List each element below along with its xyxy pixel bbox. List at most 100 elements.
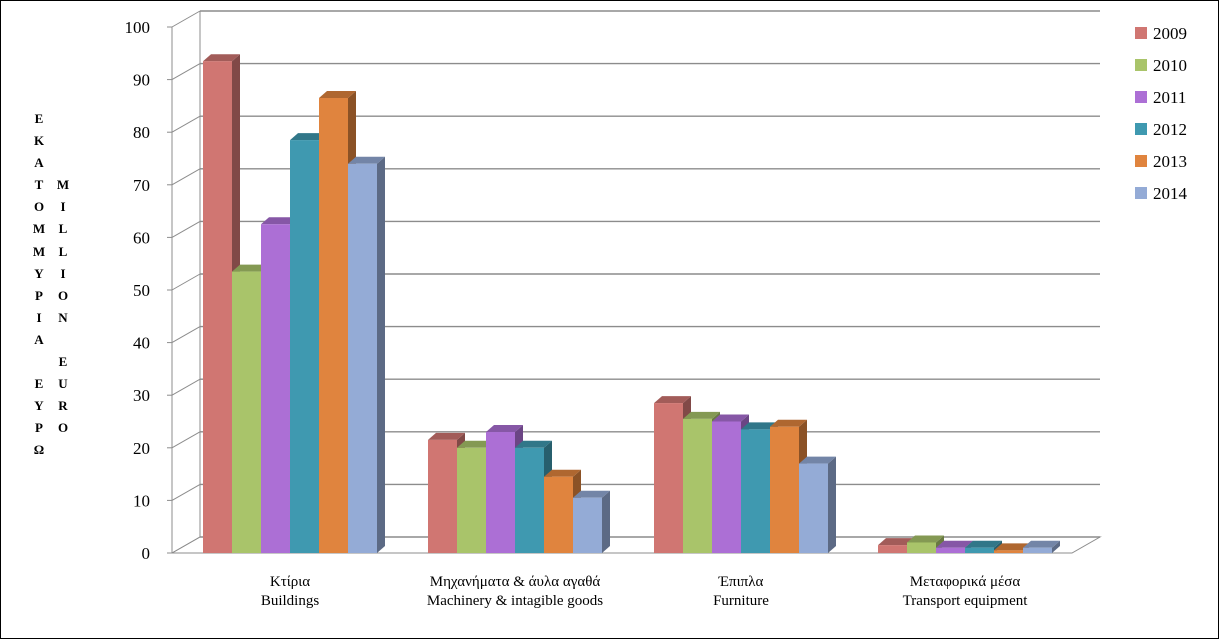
bar-top	[1023, 540, 1060, 548]
grid-diagonal	[171, 273, 201, 291]
grid-diagonal	[171, 483, 201, 501]
x-tick-label: Κτίρια	[270, 574, 310, 590]
bar-top	[544, 469, 581, 477]
bar-top	[290, 133, 327, 141]
bar-2013	[319, 98, 348, 553]
y-label-en-letter: I	[60, 199, 66, 215]
bar-2014	[799, 463, 828, 553]
y-label-gr-letter: Ρ	[35, 287, 43, 303]
grid-diagonal	[171, 63, 201, 81]
y-tick-label: 60	[133, 228, 150, 247]
y-label-gr-letter: Κ	[33, 133, 45, 149]
y-tick-label: 50	[133, 281, 150, 300]
grid-diagonal	[171, 326, 201, 344]
legend-label: 2011	[1153, 88, 1186, 107]
legend-label: 2009	[1153, 24, 1187, 43]
y-tick-label: 0	[142, 544, 151, 563]
bar-2011	[486, 432, 515, 553]
bar-2013	[770, 426, 799, 553]
y-label-gr-letter: Ι	[36, 309, 42, 325]
y-label-en-letter: M	[56, 177, 70, 193]
bar-top	[515, 440, 552, 448]
y-tick-label: 100	[125, 18, 151, 37]
legend-label: 2010	[1153, 56, 1187, 75]
bar-2014	[348, 163, 377, 553]
bar-2011	[261, 224, 290, 553]
x-tick-label: Buildings	[261, 593, 320, 609]
y-tick-label: 90	[133, 71, 150, 90]
grid-diagonal	[171, 378, 201, 396]
grid-diagonal	[171, 115, 201, 133]
y-label-en-letter: O	[57, 287, 69, 303]
y-label-gr-letter: Ε	[34, 111, 44, 126]
bar-side	[602, 490, 610, 553]
bar-top	[348, 156, 385, 164]
y-tick-label: 20	[133, 439, 150, 458]
bar-side	[1052, 540, 1060, 553]
bar-side	[828, 456, 836, 553]
bar-2010	[232, 271, 261, 553]
bar-2012	[290, 140, 319, 553]
x-tick-label: Μεταφορικά μέσα	[910, 574, 1021, 590]
bar-top	[573, 490, 610, 498]
x-tick-label: Furniture	[713, 593, 769, 609]
bar-side	[377, 156, 385, 553]
y-label-gr-letter: Α	[34, 331, 44, 347]
x-tick-label: Μηχανήματα & άυλα αγαθά	[430, 574, 601, 590]
y-label-en-letter: O	[57, 420, 69, 436]
y-label-gr-letter: Υ	[34, 265, 44, 281]
bar-top	[203, 54, 240, 62]
y-label-gr-letter: Ε	[34, 376, 44, 392]
bar-2013	[544, 476, 573, 553]
bar-2010	[457, 447, 486, 553]
bar-top	[907, 535, 944, 543]
bar-2009	[428, 439, 457, 553]
legend-swatch-2010	[1135, 59, 1147, 71]
bar-2010	[907, 542, 936, 553]
bar-top	[741, 422, 778, 430]
bar-top	[712, 414, 749, 422]
legend-label: 2014	[1153, 184, 1188, 203]
y-tick-label: 70	[133, 176, 150, 195]
bar-2009	[654, 403, 683, 553]
bar-2009	[203, 61, 232, 553]
y-label-en-letter: R	[58, 398, 68, 414]
legend-swatch-2012	[1135, 123, 1147, 135]
legend-swatch-2011	[1135, 91, 1147, 103]
y-label-en-letter: I	[60, 265, 66, 281]
bar-2009	[878, 545, 907, 553]
bar-2012	[741, 429, 770, 553]
y-label-gr-letter: Υ	[34, 398, 44, 414]
y-tick-label: 30	[133, 386, 150, 405]
x-tick-label: Machinery & intagible goods	[427, 593, 603, 609]
bar-top	[457, 440, 494, 448]
y-label-gr-letter: Α	[34, 155, 44, 171]
y-label-gr-letter: Μ	[32, 243, 46, 259]
bar-2013	[994, 550, 1023, 553]
bar-top	[319, 91, 356, 99]
legend-swatch-2009	[1135, 27, 1147, 39]
x-tick-label: Transport equipment	[903, 593, 1029, 609]
bar-top	[232, 264, 269, 272]
legend-swatch-2013	[1135, 155, 1147, 167]
grid-diagonal	[171, 220, 201, 238]
bar-2011	[712, 421, 741, 553]
y-label-en-letter: L	[58, 243, 68, 259]
bar-top	[878, 538, 915, 546]
y-label-en-letter: N	[58, 309, 68, 325]
bar-top	[994, 543, 1031, 551]
bar-top	[936, 540, 973, 548]
y-label-gr-letter: Ο	[33, 199, 45, 215]
bar-2010	[683, 418, 712, 553]
bar-top	[654, 396, 691, 404]
bar-2014	[1023, 547, 1052, 553]
bar-top	[770, 419, 807, 427]
y-label-en-letter: U	[58, 376, 68, 392]
bar-2014	[573, 497, 602, 553]
bar-2011	[936, 547, 965, 553]
x-tick-label: Έπιπλα	[718, 574, 764, 590]
bar-top	[261, 217, 298, 225]
bar-2012	[965, 547, 994, 553]
